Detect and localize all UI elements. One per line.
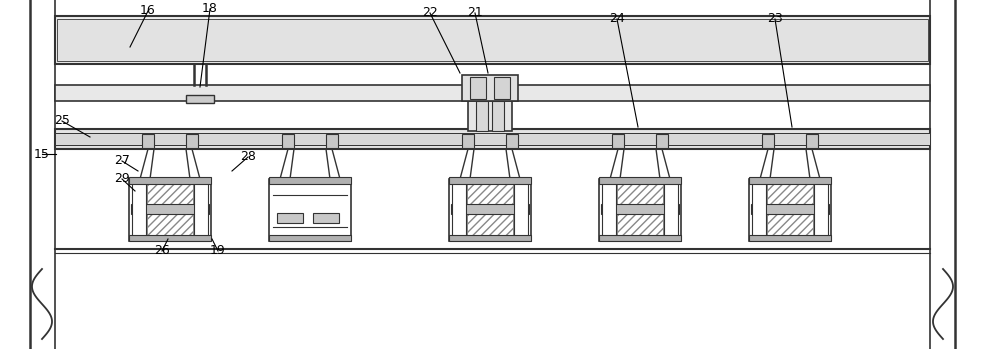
Bar bbox=[277, 213, 303, 223]
Bar bbox=[55, 16, 930, 64]
Bar bbox=[129, 179, 211, 241]
Bar bbox=[142, 134, 154, 148]
Bar bbox=[810, 177, 824, 185]
Text: 21: 21 bbox=[467, 7, 483, 20]
Bar bbox=[467, 183, 513, 237]
Bar bbox=[330, 177, 344, 185]
Text: 23: 23 bbox=[767, 13, 783, 25]
Bar bbox=[599, 177, 681, 184]
Text: 22: 22 bbox=[422, 7, 438, 20]
Bar bbox=[449, 179, 531, 241]
Bar bbox=[129, 235, 211, 241]
Bar bbox=[762, 134, 774, 148]
Bar bbox=[664, 182, 678, 238]
Bar bbox=[601, 204, 679, 214]
Bar bbox=[470, 77, 486, 99]
Bar bbox=[55, 133, 930, 145]
Bar bbox=[514, 182, 528, 238]
Bar bbox=[606, 177, 620, 185]
Bar bbox=[756, 177, 770, 185]
Bar bbox=[767, 183, 813, 237]
Bar bbox=[492, 101, 504, 131]
Bar bbox=[506, 134, 518, 148]
Bar bbox=[462, 75, 518, 101]
Bar bbox=[814, 182, 828, 238]
Bar bbox=[452, 182, 466, 238]
Bar bbox=[186, 95, 214, 103]
Bar bbox=[749, 177, 831, 184]
Bar bbox=[132, 182, 146, 238]
Bar bbox=[449, 235, 531, 241]
Bar bbox=[752, 182, 766, 238]
Bar bbox=[269, 235, 351, 241]
Bar bbox=[313, 213, 339, 223]
Bar bbox=[612, 134, 624, 148]
Text: 15: 15 bbox=[34, 148, 50, 161]
Text: 27: 27 bbox=[114, 155, 130, 168]
Bar bbox=[510, 177, 524, 185]
Text: 28: 28 bbox=[240, 150, 256, 163]
Bar bbox=[147, 183, 193, 237]
Bar bbox=[656, 134, 668, 148]
Bar bbox=[57, 19, 928, 61]
Bar bbox=[326, 134, 338, 148]
Bar bbox=[602, 182, 616, 238]
Bar bbox=[55, 85, 930, 101]
Text: 19: 19 bbox=[210, 245, 226, 258]
Bar bbox=[599, 235, 681, 241]
Bar bbox=[751, 204, 829, 214]
Bar bbox=[451, 204, 529, 214]
Bar bbox=[617, 183, 663, 237]
Text: 18: 18 bbox=[202, 2, 218, 15]
Bar bbox=[749, 179, 831, 241]
Bar bbox=[194, 182, 208, 238]
Bar bbox=[749, 235, 831, 241]
Bar bbox=[449, 177, 531, 184]
Bar bbox=[55, 129, 930, 149]
Bar bbox=[282, 134, 294, 148]
Bar bbox=[129, 177, 211, 184]
Bar bbox=[269, 177, 351, 184]
Bar bbox=[806, 134, 818, 148]
Bar bbox=[476, 101, 488, 131]
Bar bbox=[599, 179, 681, 241]
Bar bbox=[660, 177, 674, 185]
Bar bbox=[494, 77, 510, 99]
Text: 16: 16 bbox=[140, 5, 156, 17]
Bar bbox=[136, 177, 150, 185]
Bar bbox=[462, 134, 474, 148]
Bar bbox=[269, 179, 351, 241]
Bar bbox=[190, 177, 204, 185]
Text: 25: 25 bbox=[54, 114, 70, 127]
Text: 29: 29 bbox=[114, 172, 130, 186]
Text: 24: 24 bbox=[609, 13, 625, 25]
Text: 26: 26 bbox=[154, 245, 170, 258]
Bar bbox=[186, 134, 198, 148]
Bar bbox=[456, 177, 470, 185]
Bar bbox=[468, 101, 512, 131]
Bar bbox=[276, 177, 290, 185]
Bar bbox=[131, 204, 209, 214]
